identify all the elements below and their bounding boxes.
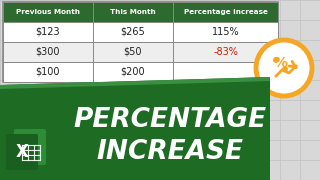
- Text: %: %: [273, 56, 287, 70]
- Polygon shape: [0, 77, 270, 89]
- Polygon shape: [0, 77, 270, 180]
- FancyBboxPatch shape: [6, 134, 38, 170]
- Text: Percentage Increase: Percentage Increase: [184, 9, 268, 15]
- FancyBboxPatch shape: [3, 42, 278, 62]
- Text: 115%: 115%: [212, 27, 239, 37]
- Circle shape: [282, 66, 288, 72]
- Text: $100: $100: [36, 67, 60, 77]
- Text: $265: $265: [121, 27, 145, 37]
- Text: X: X: [16, 143, 28, 161]
- Text: Previous Month: Previous Month: [16, 9, 80, 15]
- FancyBboxPatch shape: [14, 129, 46, 165]
- Text: $300: $300: [36, 47, 60, 57]
- Text: $50: $50: [124, 47, 142, 57]
- Text: -83%: -83%: [213, 47, 238, 57]
- Text: $123: $123: [36, 27, 60, 37]
- Circle shape: [256, 40, 312, 96]
- Circle shape: [273, 57, 279, 63]
- Text: This Month: This Month: [110, 9, 156, 15]
- FancyBboxPatch shape: [3, 62, 278, 82]
- Text: INCREASE: INCREASE: [97, 139, 244, 165]
- FancyBboxPatch shape: [3, 2, 278, 22]
- FancyBboxPatch shape: [3, 2, 278, 82]
- Text: $200: $200: [121, 67, 145, 77]
- Text: PERCENTAGE: PERCENTAGE: [73, 107, 267, 133]
- FancyBboxPatch shape: [3, 22, 278, 42]
